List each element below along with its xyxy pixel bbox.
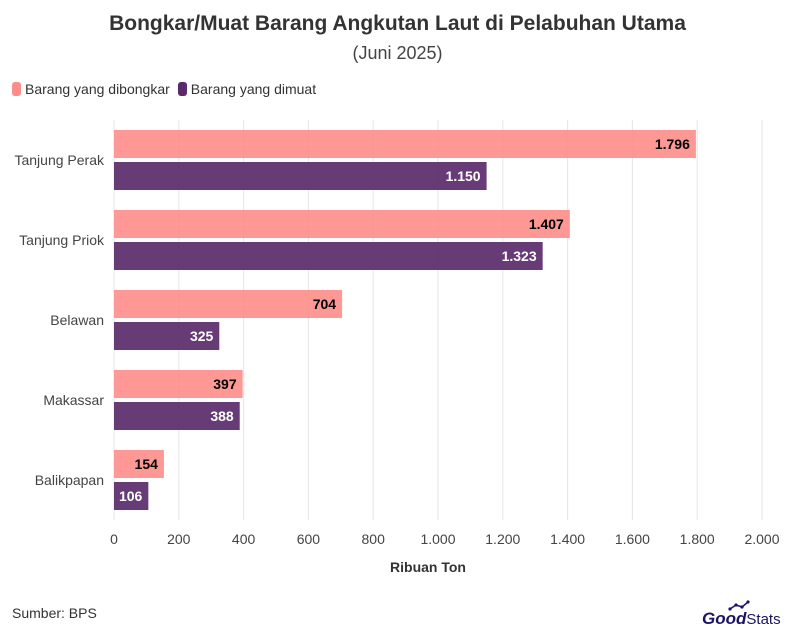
legend: Barang yang dibongkar Barang yang dimuat [12,81,324,97]
logo-good: Good [702,609,747,628]
bar-bongkar [114,370,243,398]
data-label-muat: 106 [119,488,143,504]
data-label-muat: 388 [210,408,234,424]
legend-swatch-muat [177,82,187,96]
x-tick-label: 1.400 [550,531,585,547]
bar-bongkar [114,290,343,318]
data-label-bongkar: 1.796 [655,136,690,152]
y-category-label: Makassar [43,392,104,408]
x-tick-label: 2.000 [744,531,779,547]
legend-label-muat: Barang yang dimuat [190,81,317,97]
legend-item-bongkar[interactable]: Barang yang dibongkar [12,81,170,97]
data-label-bongkar: 1.407 [529,216,564,232]
bar-muat [114,242,543,270]
y-category-label: Tanjung Perak [14,152,105,168]
bar-muat [114,322,220,350]
x-tick-label: 1.200 [485,531,520,547]
x-tick-label: 1.800 [680,531,715,547]
bar-muat [114,162,487,190]
data-label-muat: 325 [190,328,214,344]
legend-label-bongkar: Barang yang dibongkar [25,81,170,97]
legend-item-muat[interactable]: Barang yang dimuat [177,81,317,97]
y-category-label: Tanjung Priok [19,232,105,248]
svg-text:GoodStats: GoodStats [702,609,781,628]
bar-bongkar [114,450,164,478]
data-label-bongkar: 154 [135,456,159,472]
x-tick-label: 400 [232,531,256,547]
data-label-muat: 1.150 [446,168,481,184]
source-note: Sumber: BPS [12,605,97,621]
x-tick-label: 800 [362,531,386,547]
data-label-bongkar: 397 [213,376,237,392]
data-label-muat: 1.323 [502,248,537,264]
x-tick-label: 0 [110,531,118,547]
goodstats-logo: GoodStats [702,600,781,628]
bar-muat [114,482,149,510]
x-axis-title: Ribuan Ton [390,559,466,575]
x-tick-label: 1.000 [420,531,455,547]
logo-stats: Stats [746,611,780,628]
bar-bongkar [114,210,570,238]
data-label-bongkar: 704 [313,296,337,312]
bar-bongkar [114,130,696,158]
chart-title: Bongkar/Muat Barang Angkutan Laut di Pel… [109,12,686,35]
x-tick-label: 600 [297,531,321,547]
legend-swatch-bongkar [12,82,21,96]
x-tick-label: 1.600 [615,531,650,547]
bar-muat [114,402,240,430]
y-category-label: Balikpapan [35,472,104,488]
y-category-label: Belawan [50,312,104,328]
chart-subtitle: (Juni 2025) [352,43,443,63]
x-tick-label: 200 [167,531,191,547]
